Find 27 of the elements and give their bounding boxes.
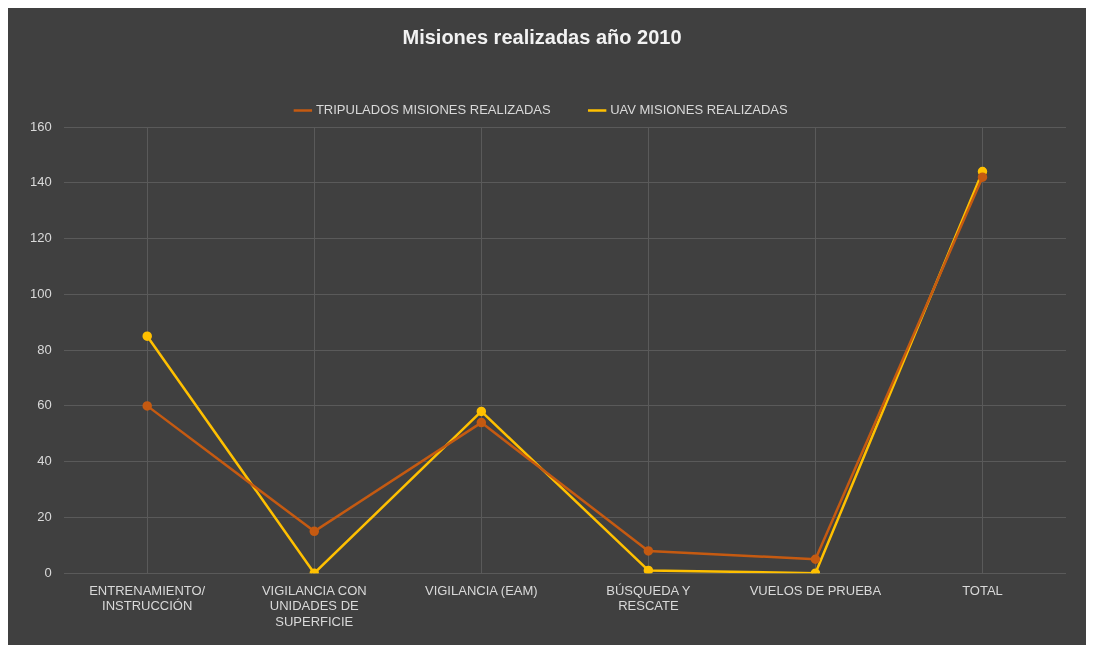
y-tick-label: 100 [29,285,52,301]
y-tick-label: 120 [29,230,52,246]
y-tick-label: 0 [44,564,52,580]
x-tick-label: ENTRENAMIENTO/INSTRUCCIÓN [89,582,206,614]
x-tick-label: VUELOS DE PRUEBA [749,582,882,598]
x-tick-label: TOTAL [962,582,1003,598]
x-tick-label: VIGILANCIA (EAM) [424,582,538,598]
chart-title: Misiones realizadas año 2010 [402,25,682,48]
x-tick-label: BÚSQUEDA Y RESCATE [606,582,691,614]
legend-label: TRIPULADOS MISIONES REALIZADAS [315,102,551,118]
x-tick-label: VIGILANCIA CON UNIDADES DE SUPERFICIE [261,582,367,629]
y-tick-label: 140 [29,174,52,190]
point [643,546,654,556]
y-tick-label: 80 [37,341,52,357]
point [476,417,487,428]
point [977,172,988,182]
point [810,554,821,565]
point [309,526,320,537]
y-tick-label: 20 [37,509,52,524]
point [142,331,152,341]
point [476,406,487,417]
y-tick-label: 40 [37,453,52,469]
point [643,565,654,574]
y-tick-label: 60 [37,397,52,413]
y-tick-label: 160 [29,118,52,134]
point [142,401,152,411]
legend-label: UAV MISIONES REALIZADAS [610,102,788,118]
